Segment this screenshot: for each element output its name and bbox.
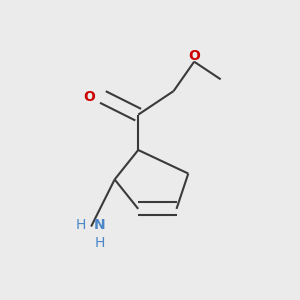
Text: H: H xyxy=(95,236,105,250)
Text: N: N xyxy=(94,218,106,232)
Text: H: H xyxy=(76,218,86,232)
Text: O: O xyxy=(188,49,200,63)
Text: O: O xyxy=(84,90,96,104)
